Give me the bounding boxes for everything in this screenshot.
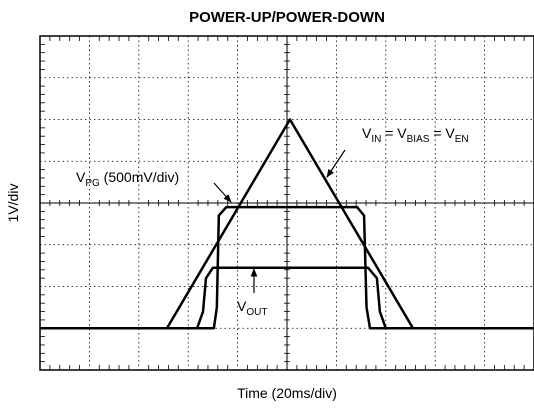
traces — [40, 118, 534, 330]
x-axis-label: Time (20ms/div) — [237, 385, 337, 401]
arrow — [326, 149, 346, 178]
annotation-text: (500mV/div) — [100, 169, 179, 185]
subscript: BIAS — [407, 134, 430, 145]
annotation-text: V — [76, 169, 86, 185]
annotation-text: V — [362, 125, 372, 141]
subscript: PG — [85, 178, 100, 189]
plot-frame — [39, 35, 534, 371]
chart-title: POWER-UP/POWER-DOWN — [189, 9, 385, 26]
annotation: VIN = VBIAS = VEN — [362, 125, 469, 145]
subscript: OUT — [246, 307, 267, 318]
y-axis-label: 1V/div — [5, 184, 21, 223]
trace — [40, 266, 534, 330]
arrow — [213, 182, 232, 203]
graticule — [40, 36, 534, 370]
subscript: EN — [455, 134, 469, 145]
subscript: IN — [371, 134, 381, 145]
annotation: VOUT — [237, 298, 267, 318]
annotation-text: = V — [381, 125, 407, 141]
annotation-text: V — [237, 298, 247, 314]
annotation: VPG (500mV/div) — [76, 169, 179, 189]
annotation-text: = V — [429, 125, 455, 141]
trace — [40, 205, 534, 330]
